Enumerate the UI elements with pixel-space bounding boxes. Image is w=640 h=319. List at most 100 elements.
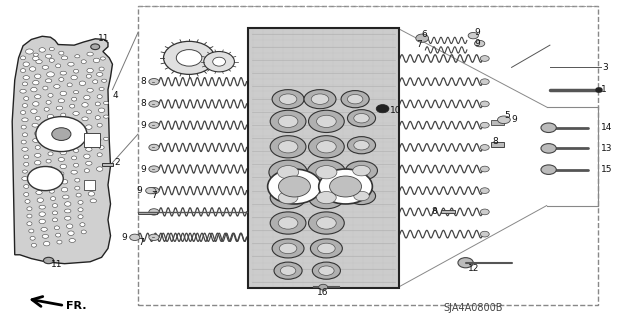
- Ellipse shape: [79, 81, 86, 85]
- Ellipse shape: [317, 191, 336, 204]
- Ellipse shape: [87, 68, 93, 73]
- Text: 16: 16: [317, 288, 329, 297]
- Ellipse shape: [270, 136, 306, 158]
- Ellipse shape: [45, 54, 52, 58]
- Ellipse shape: [44, 108, 49, 111]
- Ellipse shape: [97, 167, 103, 171]
- Ellipse shape: [176, 50, 202, 66]
- Ellipse shape: [93, 58, 100, 63]
- Ellipse shape: [99, 67, 104, 71]
- Ellipse shape: [23, 62, 29, 66]
- Ellipse shape: [84, 95, 90, 100]
- Ellipse shape: [480, 166, 489, 172]
- Ellipse shape: [480, 56, 489, 61]
- Ellipse shape: [280, 266, 296, 275]
- Ellipse shape: [24, 185, 29, 189]
- Ellipse shape: [270, 212, 306, 234]
- Ellipse shape: [74, 91, 79, 94]
- Ellipse shape: [497, 116, 510, 123]
- Text: 12: 12: [468, 263, 479, 273]
- Ellipse shape: [39, 205, 45, 209]
- Ellipse shape: [68, 231, 74, 235]
- Ellipse shape: [35, 116, 40, 120]
- Ellipse shape: [541, 165, 556, 174]
- Ellipse shape: [317, 217, 336, 229]
- Ellipse shape: [57, 240, 62, 244]
- Ellipse shape: [24, 97, 29, 100]
- Ellipse shape: [84, 154, 90, 159]
- Ellipse shape: [45, 144, 52, 148]
- Ellipse shape: [480, 188, 489, 194]
- Ellipse shape: [80, 223, 85, 226]
- Ellipse shape: [25, 199, 30, 203]
- Ellipse shape: [99, 87, 104, 91]
- Ellipse shape: [149, 122, 159, 128]
- Ellipse shape: [58, 158, 65, 161]
- Ellipse shape: [278, 141, 298, 153]
- Ellipse shape: [278, 115, 298, 128]
- Ellipse shape: [51, 197, 56, 200]
- Ellipse shape: [22, 118, 28, 122]
- Ellipse shape: [212, 57, 225, 66]
- Text: 10: 10: [390, 106, 402, 115]
- Ellipse shape: [78, 200, 83, 204]
- Ellipse shape: [52, 204, 58, 207]
- Bar: [102, 163, 113, 167]
- Ellipse shape: [317, 141, 336, 153]
- Ellipse shape: [37, 198, 44, 202]
- Ellipse shape: [146, 188, 156, 194]
- Text: 9: 9: [141, 121, 147, 130]
- Ellipse shape: [33, 102, 39, 106]
- Ellipse shape: [346, 161, 378, 180]
- Ellipse shape: [36, 60, 42, 63]
- Ellipse shape: [42, 234, 49, 238]
- Ellipse shape: [28, 167, 63, 191]
- Text: 2: 2: [115, 158, 120, 167]
- Ellipse shape: [56, 106, 63, 110]
- Ellipse shape: [23, 76, 29, 79]
- Ellipse shape: [458, 258, 473, 268]
- Ellipse shape: [376, 105, 389, 113]
- Ellipse shape: [20, 111, 26, 115]
- Ellipse shape: [46, 100, 51, 104]
- Ellipse shape: [69, 239, 76, 242]
- Ellipse shape: [26, 49, 33, 54]
- Ellipse shape: [87, 52, 93, 56]
- Text: 9: 9: [511, 115, 517, 124]
- Bar: [491, 120, 504, 124]
- Ellipse shape: [83, 132, 88, 136]
- Ellipse shape: [268, 169, 321, 204]
- Bar: [84, 132, 100, 147]
- Ellipse shape: [43, 86, 48, 90]
- Ellipse shape: [72, 156, 77, 160]
- Ellipse shape: [86, 161, 92, 165]
- Ellipse shape: [308, 136, 344, 158]
- Ellipse shape: [60, 91, 67, 96]
- Text: 9: 9: [122, 233, 127, 242]
- Ellipse shape: [308, 110, 344, 132]
- Ellipse shape: [56, 64, 61, 68]
- Ellipse shape: [272, 90, 304, 109]
- Ellipse shape: [84, 169, 90, 173]
- Ellipse shape: [24, 155, 29, 159]
- Text: 14: 14: [601, 123, 612, 132]
- Ellipse shape: [99, 145, 104, 149]
- Ellipse shape: [22, 147, 28, 151]
- Ellipse shape: [73, 112, 79, 115]
- Ellipse shape: [75, 55, 80, 58]
- Ellipse shape: [22, 170, 28, 173]
- Ellipse shape: [33, 53, 38, 56]
- Ellipse shape: [279, 94, 297, 104]
- Ellipse shape: [84, 139, 90, 143]
- Ellipse shape: [44, 257, 54, 264]
- Ellipse shape: [47, 115, 54, 119]
- Ellipse shape: [39, 219, 45, 224]
- Ellipse shape: [29, 229, 34, 233]
- Ellipse shape: [78, 208, 83, 211]
- Text: 9: 9: [137, 186, 143, 195]
- Ellipse shape: [75, 186, 80, 190]
- Ellipse shape: [60, 164, 67, 169]
- Ellipse shape: [68, 62, 74, 66]
- Ellipse shape: [74, 69, 79, 73]
- Ellipse shape: [31, 87, 37, 92]
